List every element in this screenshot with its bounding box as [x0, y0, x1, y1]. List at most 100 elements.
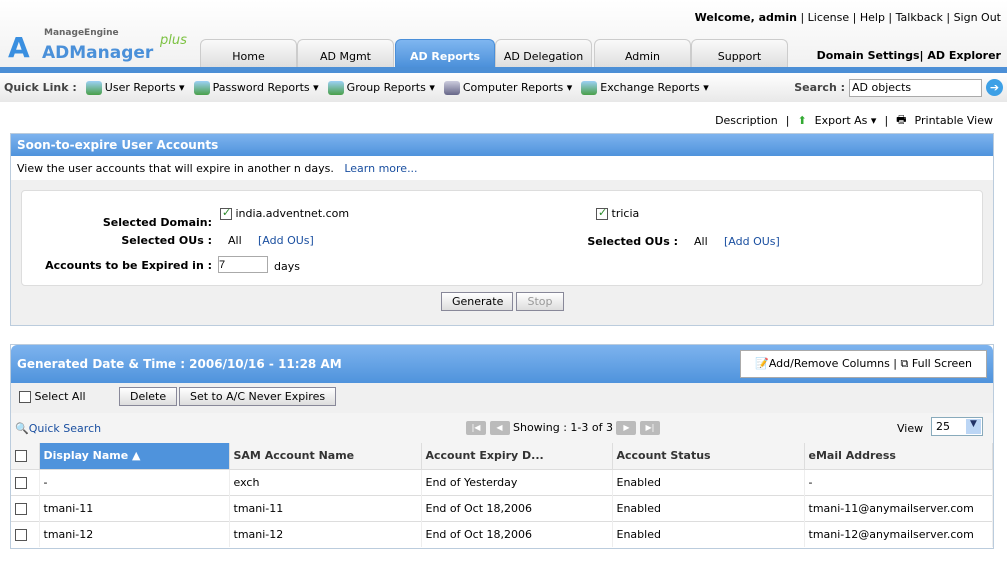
logo-product: ADManager: [42, 43, 154, 63]
quicklink-computer-reports[interactable]: Computer Reports ▾: [443, 80, 573, 95]
column-email[interactable]: eMail Address: [804, 443, 993, 469]
domain-settings-link[interactable]: Domain Settings|: [816, 49, 924, 62]
cell: -: [39, 468, 230, 495]
cell: tmani-12@anymailserver.com: [804, 520, 993, 547]
header-checkbox[interactable]: [15, 450, 27, 463]
ous-value-2: All: [694, 235, 708, 248]
cell: Enabled: [612, 494, 805, 521]
ad-explorer-link[interactable]: AD Explorer: [927, 49, 1001, 62]
tab-bar-line: [0, 67, 1007, 73]
next-page-icon[interactable]: ▶: [616, 421, 637, 435]
logo[interactable]: A ManageEngine ADManager plus: [8, 28, 198, 68]
talkback-link[interactable]: Talkback: [895, 11, 943, 24]
search-input[interactable]: [849, 78, 982, 97]
signout-link[interactable]: Sign Out: [953, 11, 1001, 24]
generated-datetime: Generated Date & Time : 2006/10/16 - 11:…: [17, 357, 342, 371]
logo-plus: plus: [160, 33, 187, 48]
tab-support[interactable]: Support: [691, 39, 788, 68]
tab-admin[interactable]: Admin: [594, 39, 691, 68]
tab-home[interactable]: Home: [200, 39, 297, 68]
never-expires-button[interactable]: Set to A/C Never Expires: [179, 387, 337, 406]
delete-button[interactable]: Delete: [119, 387, 178, 406]
column-expiry[interactable]: Account Expiry D...: [421, 443, 613, 469]
add-remove-columns-link[interactable]: Add/Remove Columns: [768, 357, 890, 370]
quicklink-label: Quick Link :: [4, 81, 77, 94]
cell: Enabled: [612, 468, 805, 495]
quick-search-link[interactable]: Quick Search: [28, 422, 102, 435]
cell: tmani-11@anymailserver.com: [804, 494, 993, 521]
password-reports-icon: [193, 80, 210, 95]
report-settings-panel: Soon-to-expire User Accounts View the us…: [10, 133, 994, 326]
columns-icon: 📝: [755, 357, 769, 370]
generate-button[interactable]: Generate: [441, 292, 513, 311]
row-checkbox-cell[interactable]: [11, 520, 40, 547]
add-ous-link-2[interactable]: [Add OUs]: [724, 235, 780, 248]
prev-page-icon[interactable]: ◀: [489, 421, 510, 435]
view-value: 25: [936, 420, 950, 433]
row-checkbox-cell[interactable]: [11, 468, 40, 495]
quicklink-exchange-reports[interactable]: Exchange Reports ▾: [581, 80, 709, 95]
group-reports-icon: [327, 80, 344, 95]
tab-ad-mgmt[interactable]: AD Mgmt: [297, 39, 394, 68]
view-select[interactable]: 25 ▼: [931, 417, 983, 436]
table-header: Display Name ▲ SAM Account Name Account …: [11, 443, 993, 469]
quicklink-group-reports[interactable]: Group Reports ▾: [327, 80, 435, 95]
column-sam-account[interactable]: SAM Account Name: [229, 443, 422, 469]
tab-ad-reports[interactable]: AD Reports: [395, 39, 495, 68]
help-link[interactable]: Help: [859, 11, 885, 24]
table-row[interactable]: tmani-11 tmani-11 End of Oct 18,2006 Enable…: [11, 494, 993, 521]
quicklink-password-reports[interactable]: Password Reports ▾: [193, 80, 319, 95]
stop-button[interactable]: Stop: [516, 292, 564, 311]
computer-reports-icon: [443, 80, 460, 95]
expire-days-input[interactable]: [218, 256, 268, 273]
row-checkbox[interactable]: [15, 476, 27, 489]
selected-ous-label-2: Selected OUs :: [587, 235, 678, 248]
user-reports-icon: [85, 80, 102, 95]
domain1-name: india.adventnet.com: [235, 207, 350, 220]
cell: exch: [229, 468, 422, 495]
top-links: Welcome, admin | License | Help | Talkba…: [694, 11, 1001, 24]
full-screen-icon: ⧉: [900, 357, 909, 370]
cell: tmani-12: [39, 520, 230, 547]
quicklink-text: Password Reports ▾: [212, 81, 319, 94]
quicklink-bar: Quick Link : User Reports ▾ Password Rep…: [0, 73, 1007, 102]
license-link[interactable]: License: [807, 11, 850, 24]
cell: tmani-12: [229, 520, 422, 547]
add-ous-link[interactable]: [Add OUs]: [258, 234, 314, 247]
quicklink-user-reports[interactable]: User Reports ▾: [85, 80, 185, 95]
last-page-icon[interactable]: ▶|: [639, 421, 660, 435]
tab-ad-delegation[interactable]: AD Delegation: [495, 39, 592, 68]
report-description: View the user accounts that will expire …: [17, 162, 334, 175]
learn-more-link[interactable]: Learn more...: [344, 162, 418, 175]
row-checkbox[interactable]: [15, 502, 27, 515]
row-checkbox[interactable]: [15, 528, 27, 541]
showing-text: Showing : 1-3 of 3: [513, 421, 613, 434]
logo-mark-icon: A: [8, 31, 30, 64]
first-page-icon[interactable]: |◀: [466, 421, 486, 435]
quicklink-text: Computer Reports ▾: [462, 81, 573, 94]
cell: Enabled: [612, 520, 805, 547]
search-go-icon[interactable]: ➔: [986, 79, 1003, 96]
column-status[interactable]: Account Status: [612, 443, 805, 469]
expire-label: Accounts to be Expired in :: [45, 259, 212, 272]
column-display-name[interactable]: Display Name ▲: [39, 443, 230, 469]
table-row[interactable]: tmani-12 tmani-12 End of Oct 18,2006 Enable…: [11, 520, 993, 547]
cell: -: [804, 468, 993, 495]
select-all-checkbox[interactable]: [19, 391, 31, 403]
export-icon: ⬆: [797, 114, 807, 127]
cell: End of Oct 18,2006: [421, 494, 613, 521]
description-link[interactable]: Description: [715, 114, 778, 127]
welcome-text: Welcome, admin: [694, 11, 797, 24]
row-checkbox-cell[interactable]: [11, 494, 40, 521]
days-label: days: [274, 260, 300, 273]
table-row[interactable]: - exch End of Yesterday Enabled -: [11, 468, 993, 495]
domain1-checkbox[interactable]: [220, 208, 232, 220]
export-menu[interactable]: Export As ▾: [814, 114, 877, 127]
view-label: View: [897, 422, 924, 435]
full-screen-link[interactable]: Full Screen: [911, 357, 972, 370]
report-title: Soon-to-expire User Accounts: [11, 134, 993, 156]
cell: End of Oct 18,2006: [421, 520, 613, 547]
domain2-checkbox[interactable]: [596, 208, 608, 220]
printable-view-link[interactable]: Printable View: [914, 114, 993, 127]
cell: End of Yesterday: [421, 468, 613, 495]
